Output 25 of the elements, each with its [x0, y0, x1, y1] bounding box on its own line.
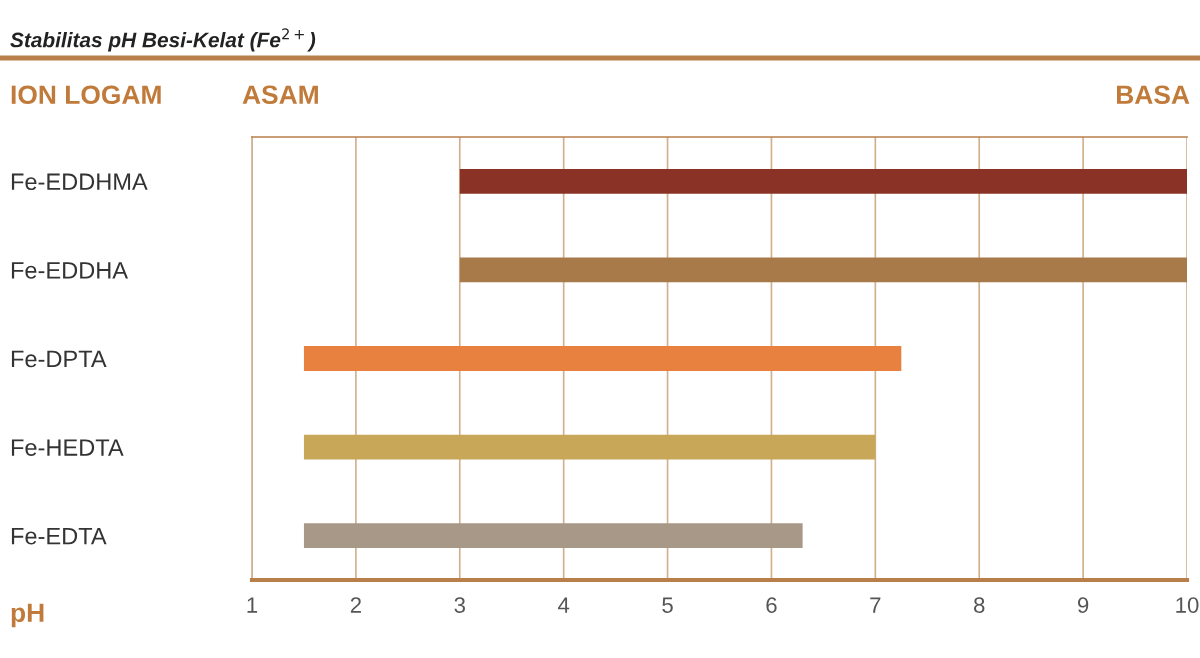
x-tick-label: 2 — [350, 597, 361, 613]
x-tick-label: 8 — [974, 597, 985, 613]
x-tick-label: 4 — [558, 597, 570, 613]
chart-title: Stabilitas pH Besi-Kelat (Fe$^{2+}$) — [10, 28, 316, 52]
x-tick-label: 1 — [247, 597, 258, 613]
x-tick-label: 6 — [766, 597, 777, 613]
x-tick-label: 3 — [454, 597, 465, 613]
y-tick-label: Fe-DPTA — [11, 350, 107, 368]
bar — [303, 434, 876, 460]
text: ION LOGAM — [11, 85, 161, 105]
bar — [459, 168, 1187, 194]
y-tick-label: Fe-EDTA — [11, 528, 107, 545]
y-tick-label: Fe-HEDTA — [11, 439, 124, 456]
y-tick-label: Fe-EDDHA — [11, 262, 129, 279]
x-tick-label: 5 — [662, 597, 673, 613]
text: ASAM — [242, 85, 318, 105]
bar — [459, 257, 1187, 283]
y-tick-label: Fe-EDDHMA — [11, 173, 148, 191]
x-axis-title: pH — [11, 603, 44, 628]
text: BASA — [1116, 85, 1190, 105]
x-tick-label: 7 — [870, 597, 881, 613]
bar — [303, 523, 803, 549]
bar — [303, 346, 902, 371]
x-tick-label: 9 — [1077, 597, 1089, 613]
x-tick-label: 10 — [1176, 597, 1199, 613]
